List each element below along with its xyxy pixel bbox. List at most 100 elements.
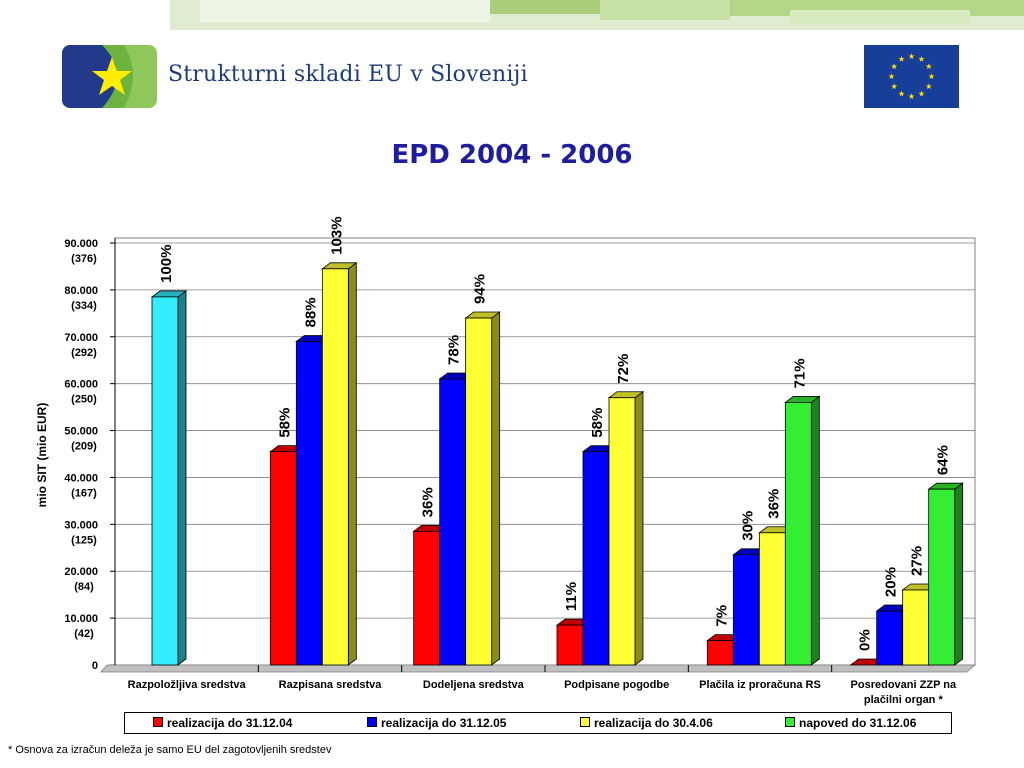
legend-swatch bbox=[153, 717, 163, 727]
bar-value-label: 88% bbox=[302, 297, 319, 327]
y-tick-label: 50.000 bbox=[64, 426, 98, 438]
x-category-label: Podpisane pogodbe bbox=[564, 679, 669, 691]
bar bbox=[732, 554, 760, 666]
flag-star-icon bbox=[908, 53, 915, 60]
y-tick-label: 70.000 bbox=[64, 332, 98, 344]
flag-star-icon bbox=[891, 83, 898, 90]
x-category-label: Razpisana sredstva bbox=[279, 679, 383, 691]
bar bbox=[608, 397, 636, 666]
legend-item: realizacija do 30.4.06 bbox=[580, 716, 713, 730]
bar-value-label: 78% bbox=[446, 335, 463, 365]
flag-star-icon bbox=[898, 55, 905, 62]
bar-side bbox=[347, 261, 357, 666]
bar bbox=[465, 317, 493, 666]
bar bbox=[876, 610, 904, 666]
y-tick-label: 60.000 bbox=[64, 379, 98, 391]
y-tick-sublabel: (250) bbox=[71, 394, 97, 406]
legend-label: realizacija do 31.12.04 bbox=[167, 716, 293, 730]
y-tick-sublabel: (376) bbox=[71, 253, 97, 265]
y-tick-sublabel: (334) bbox=[71, 300, 97, 312]
bar bbox=[902, 589, 930, 666]
bar-value-label: 20% bbox=[883, 567, 900, 597]
x-category-label: Posredovani ZZP na bbox=[851, 679, 957, 691]
bar bbox=[582, 451, 610, 666]
bar bbox=[151, 296, 179, 666]
bar-value-label: 7% bbox=[713, 605, 730, 627]
legend-item: realizacija do 31.12.05 bbox=[367, 716, 506, 730]
legend-swatch bbox=[785, 717, 795, 727]
header-decoration bbox=[170, 0, 1024, 30]
flag-star-icon bbox=[891, 63, 898, 70]
bar-value-label: 58% bbox=[589, 408, 606, 438]
legend-label: realizacija do 31.12.05 bbox=[381, 716, 507, 730]
chart-legend: realizacija do 31.12.04 realizacija do 31… bbox=[124, 712, 952, 734]
x-category-label: Razpoložljiva sredstva bbox=[128, 679, 247, 691]
y-tick-label: 30.000 bbox=[64, 519, 98, 531]
bar bbox=[706, 640, 734, 666]
y-tick-label: 80.000 bbox=[64, 285, 98, 297]
legend-swatch bbox=[367, 717, 377, 727]
bar bbox=[295, 341, 323, 666]
flag-star-icon bbox=[918, 55, 925, 62]
header-title: Strukturni skladi EU v Sloveniji bbox=[168, 62, 528, 87]
plot-area bbox=[114, 237, 976, 666]
bar-side bbox=[491, 311, 501, 666]
y-tick-label: 10.000 bbox=[64, 613, 98, 625]
bar-value-label: 72% bbox=[615, 354, 632, 384]
x-category-label: Dodeljena sredstva bbox=[423, 679, 525, 691]
bar bbox=[758, 532, 786, 666]
y-tick-sublabel: (42) bbox=[74, 628, 94, 640]
bar bbox=[321, 268, 349, 666]
bar-value-label: 0% bbox=[857, 629, 874, 651]
bar-value-label: 27% bbox=[909, 546, 926, 576]
y-tick-label: 40.000 bbox=[64, 472, 98, 484]
bar-value-label: 36% bbox=[420, 487, 437, 517]
bar-side bbox=[177, 290, 187, 666]
bar-value-label: 103% bbox=[328, 216, 345, 254]
y-tick-sublabel: (84) bbox=[74, 581, 94, 593]
legend-label: realizacija do 30.4.06 bbox=[594, 716, 713, 730]
bar bbox=[556, 624, 584, 666]
bar-side bbox=[954, 482, 964, 666]
bar bbox=[413, 530, 441, 666]
bar-side bbox=[634, 390, 644, 666]
bar-value-label: 11% bbox=[563, 582, 580, 611]
bar-value-label: 94% bbox=[472, 274, 489, 304]
x-category-label: plačilni organ * bbox=[864, 694, 944, 706]
eu-flag-icon bbox=[864, 45, 959, 108]
footnote: * Osnova za izračun deleža je samo EU de… bbox=[8, 744, 332, 756]
y-tick-sublabel: (209) bbox=[71, 441, 97, 453]
y-axis-label: mio SIT (mio EUR) bbox=[35, 403, 49, 508]
flag-star-icon bbox=[928, 73, 935, 80]
legend-swatch bbox=[580, 717, 590, 727]
y-tick-sublabel: (292) bbox=[71, 347, 97, 359]
structural-funds-logo bbox=[62, 45, 157, 108]
bar bbox=[439, 378, 467, 666]
y-tick-sublabel: (167) bbox=[71, 487, 97, 499]
bar bbox=[784, 402, 812, 666]
x-category-label: Plačila iz proračuna RS bbox=[699, 679, 821, 691]
flag-star-icon bbox=[898, 90, 905, 97]
flag-star-icon bbox=[908, 93, 915, 100]
legend-item: napoved do 31.12.06 bbox=[785, 716, 916, 730]
bar-value-label: 30% bbox=[739, 511, 756, 541]
flag-star-icon bbox=[918, 90, 925, 97]
y-tick-label: 90.000 bbox=[64, 238, 98, 250]
bar-value-label: 36% bbox=[765, 489, 782, 519]
bar-value-label: 64% bbox=[935, 445, 952, 475]
legend-item: realizacija do 31.12.04 bbox=[153, 716, 292, 730]
bar-value-label: 58% bbox=[276, 408, 293, 438]
y-tick-sublabel: (125) bbox=[71, 534, 97, 546]
flag-star-icon bbox=[925, 63, 932, 70]
flag-star-icon bbox=[888, 73, 895, 80]
bar-side bbox=[810, 395, 820, 666]
bar-value-label: 100% bbox=[158, 245, 175, 283]
flag-star-icon bbox=[925, 83, 932, 90]
bar bbox=[269, 451, 297, 666]
y-tick-label: 0 bbox=[92, 660, 98, 672]
bar-value-label: 71% bbox=[791, 358, 808, 388]
bar bbox=[928, 488, 956, 666]
legend-label: napoved do 31.12.06 bbox=[799, 716, 917, 730]
slide-title: EPD 2004 - 2006 bbox=[391, 140, 633, 170]
